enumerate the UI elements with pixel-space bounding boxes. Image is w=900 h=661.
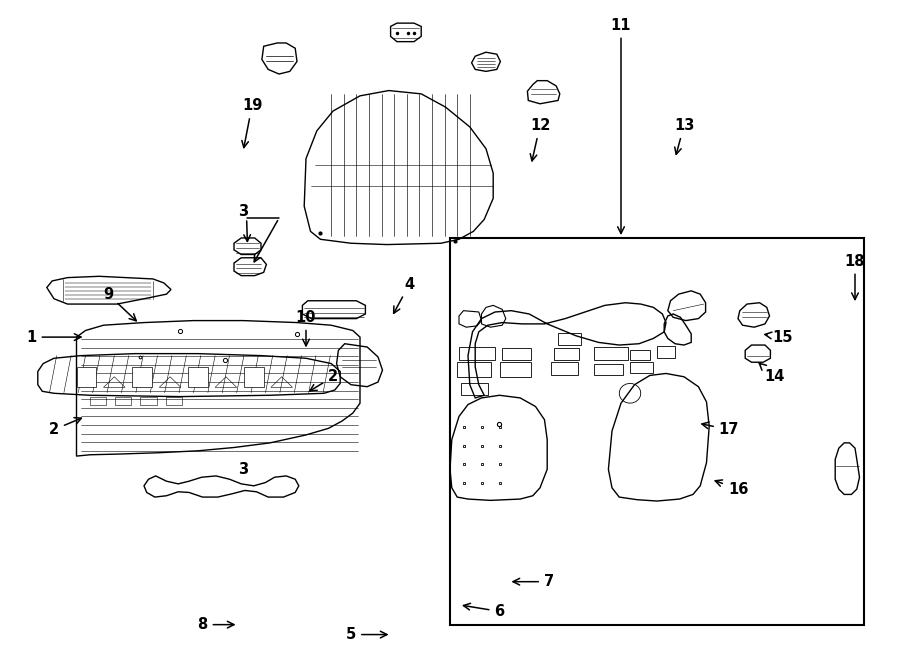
Text: 19: 19 <box>242 98 262 147</box>
Text: 1: 1 <box>26 330 81 344</box>
Text: 9: 9 <box>103 287 136 321</box>
Text: 18: 18 <box>845 254 865 299</box>
Text: 2: 2 <box>49 418 81 437</box>
Text: 10: 10 <box>296 310 316 346</box>
Text: 12: 12 <box>530 118 550 161</box>
Text: 13: 13 <box>674 118 694 154</box>
Text: 17: 17 <box>702 422 739 437</box>
Text: 15: 15 <box>765 330 793 344</box>
Text: 2: 2 <box>310 369 338 391</box>
Text: 4: 4 <box>393 277 415 313</box>
Text: 11: 11 <box>611 18 631 233</box>
Text: 3: 3 <box>238 204 248 219</box>
Text: 6: 6 <box>464 603 505 619</box>
Text: 5: 5 <box>346 627 387 642</box>
Text: 7: 7 <box>513 574 554 589</box>
Polygon shape <box>244 367 264 387</box>
Polygon shape <box>76 367 96 387</box>
Text: 3: 3 <box>238 462 248 477</box>
Text: 8: 8 <box>197 617 234 632</box>
Polygon shape <box>132 367 152 387</box>
Text: 16: 16 <box>716 480 748 496</box>
Polygon shape <box>188 367 208 387</box>
Bar <box>450 238 864 625</box>
Text: 14: 14 <box>760 364 784 384</box>
